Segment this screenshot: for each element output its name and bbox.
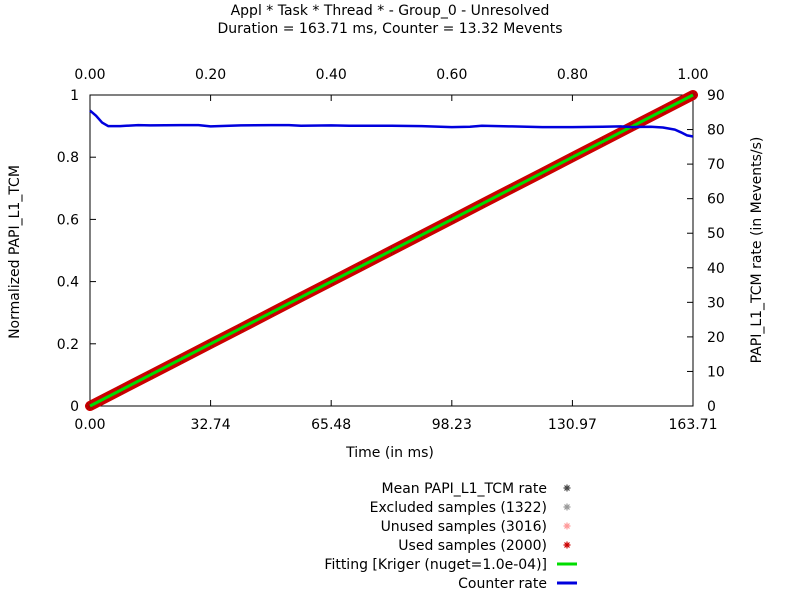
y-tick-label: 0.6 [57, 212, 79, 228]
y2-tick-label: 60 [707, 192, 725, 208]
y-tick-label: 0.8 [57, 150, 79, 166]
legend-label: Counter rate [458, 576, 547, 592]
y-tick-label: 1 [70, 88, 79, 104]
x2-tick-label: 1.00 [677, 67, 708, 83]
y2-tick-label: 10 [707, 364, 725, 380]
legend-star-swatch [563, 484, 571, 492]
x2-tick-label: 0.40 [316, 67, 347, 83]
y-tick-label: 0.4 [57, 275, 79, 291]
x-tick-label: 98.23 [432, 417, 472, 433]
x-tick-label: 65.48 [311, 417, 351, 433]
legend-label: Unused samples (3016) [381, 519, 547, 535]
y2-tick-label: 20 [707, 330, 725, 346]
x2-tick-label: 0.00 [74, 67, 105, 83]
y2-tick-label: 50 [707, 226, 725, 242]
series-layer [85, 90, 698, 411]
y2-tick-label: 90 [707, 88, 725, 104]
series-fitting-line [89, 93, 694, 408]
legend-label: Used samples (2000) [398, 538, 547, 554]
y-axis-label: Normalized PAPI_L1_TCM [7, 165, 23, 339]
legend-label: Excluded samples (1322) [370, 500, 547, 516]
legend: Mean PAPI_L1_TCM rate Excluded samples (1… [324, 481, 577, 592]
y2-axis-label: PAPI_L1_TCM rate (in Mevents/s) [749, 137, 765, 364]
plot-frame [89, 94, 694, 407]
legend-star-swatch [563, 522, 571, 530]
x2-tick-label: 0.60 [436, 67, 467, 83]
x2-tick-label: 0.20 [195, 67, 226, 83]
legend-label: Mean PAPI_L1_TCM rate [382, 481, 547, 497]
legend-label: Fitting [Kriger (nuget=1.0e-04)] [324, 557, 547, 573]
x-axis-label: Time (in ms) [345, 445, 434, 461]
y-tick-label: 0 [70, 399, 79, 415]
y2-tick-label: 70 [707, 157, 725, 173]
x-tick-label: 130.97 [548, 417, 597, 433]
y2-tick-label: 80 [707, 123, 725, 139]
chart-title: Appl * Task * Thread * - Group_0 - Unres… [231, 3, 550, 19]
x-tick-label: 32.74 [191, 417, 231, 433]
y2-tick-label: 40 [707, 261, 725, 277]
chart-subtitle: Duration = 163.71 ms, Counter = 13.32 Me… [217, 21, 562, 37]
x2-tick-label: 0.80 [557, 67, 588, 83]
y-tick-label: 0.2 [57, 337, 79, 353]
x-tick-label: 0.00 [74, 417, 105, 433]
y2-tick-label: 30 [707, 295, 725, 311]
legend-star-swatch [563, 503, 571, 511]
series-counter-rate-line [89, 109, 694, 138]
x-tick-label: 163.71 [669, 417, 718, 433]
axis-ticks: 0.00 32.74 65.48 98.23 130.97 163.710.00 0.20 0… [57, 67, 725, 433]
y2-tick-label: 0 [707, 399, 716, 415]
legend-star-swatch [563, 541, 571, 549]
